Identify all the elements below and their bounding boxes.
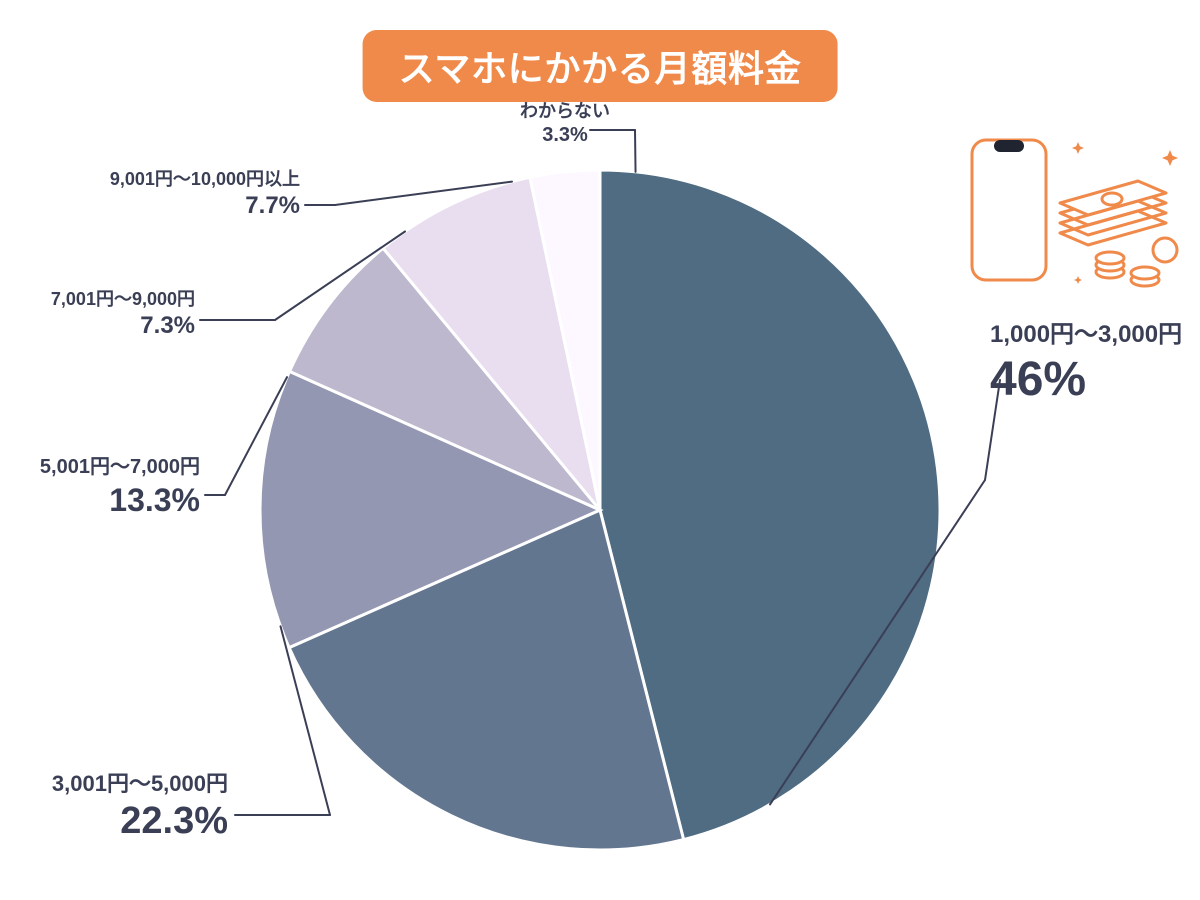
slice-label-3001-5000: 3,001円～5,000円 22.3% <box>52 770 228 845</box>
chart-stage: スマホにかかる月額料金 1,000円～3,000円 46% 3,001円～5,0… <box>0 0 1200 900</box>
slice-label-7001-9000: 7,001円～9,000円 7.3% <box>51 288 195 341</box>
phone-money-icon <box>960 130 1180 305</box>
slice-label-5001-7000: 5,001円～7,000円 13.3% <box>40 455 200 520</box>
chart-title: スマホにかかる月額料金 <box>363 30 838 102</box>
pie-slices <box>260 170 940 850</box>
slice-label-unknown: わからない 3.3% <box>520 100 610 148</box>
slice-label-9001-10000: 9,001円～10,000円以上 7.7% <box>110 168 300 221</box>
slice-label-1000-3000: 1,000円～3,000円 46% <box>990 320 1182 410</box>
